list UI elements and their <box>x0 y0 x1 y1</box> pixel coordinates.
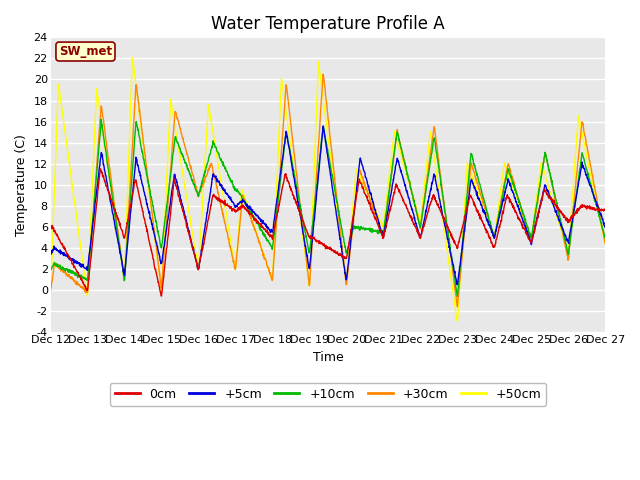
Legend: 0cm, +5cm, +10cm, +30cm, +50cm: 0cm, +5cm, +10cm, +30cm, +50cm <box>109 383 547 406</box>
Title: Water Temperature Profile A: Water Temperature Profile A <box>211 15 445 33</box>
X-axis label: Time: Time <box>312 351 343 364</box>
Y-axis label: Temperature (C): Temperature (C) <box>15 134 28 236</box>
Text: SW_met: SW_met <box>59 45 112 58</box>
